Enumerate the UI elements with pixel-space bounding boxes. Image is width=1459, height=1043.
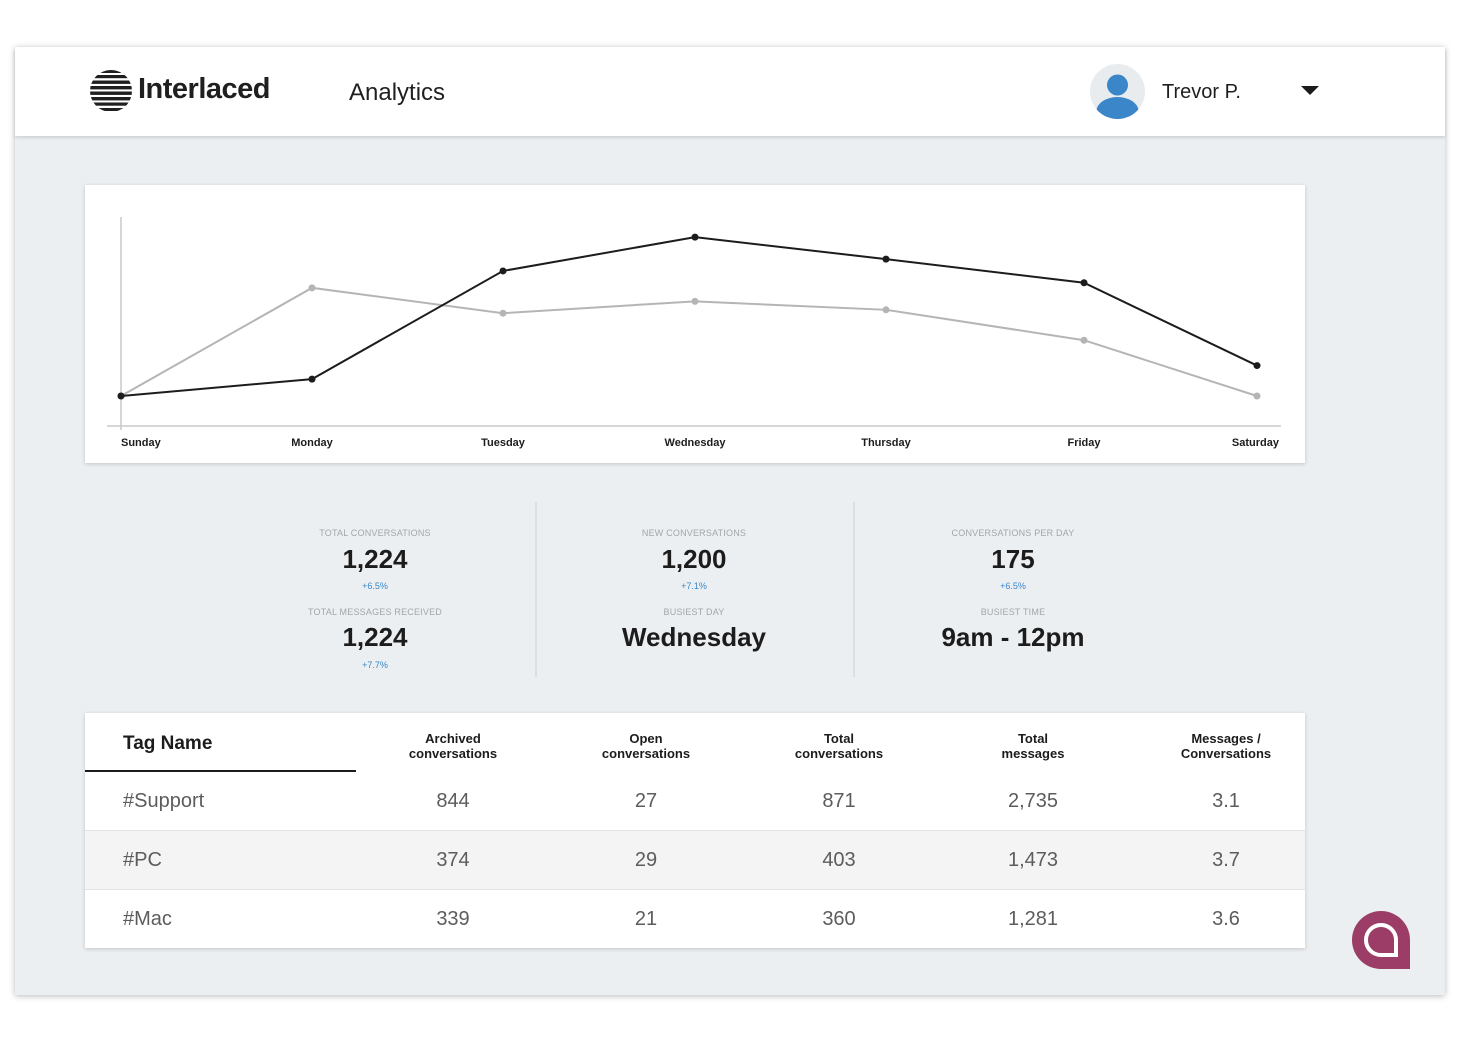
cell-total-conversations: 403 <box>822 849 856 871</box>
series-line-1 <box>120 236 1258 397</box>
cell-tag: #Mac <box>123 908 172 930</box>
user-avatar-icon[interactable] <box>1090 64 1145 119</box>
cell-open: 21 <box>634 908 658 930</box>
column-header-total-conversations[interactable]: Total conversations <box>794 731 884 761</box>
data-point <box>691 297 699 305</box>
stat-delta: +6.5% <box>1000 581 1026 591</box>
row-separator <box>85 830 1305 831</box>
table-header: Tag Name Archived conversations Open con… <box>85 713 1305 772</box>
column-header-messages-per-conversation[interactable]: Messages / Conversations <box>1180 731 1272 761</box>
stats-divider <box>535 502 537 677</box>
column-header-total-messages[interactable]: Total messages <box>1001 731 1065 761</box>
data-point <box>1253 362 1261 370</box>
stat-value: Wednesday <box>621 622 766 652</box>
cell-total-conversations: 871 <box>822 790 856 812</box>
stats-column-new: NEW CONVERSATIONS 1,200 +7.1% BUSIEST DA… <box>534 502 854 677</box>
cell-archived: 844 <box>436 790 470 812</box>
data-point <box>691 233 699 241</box>
data-point <box>308 284 316 292</box>
stats-column-per-day: CONVERSATIONS PER DAY 175 +6.5% BUSIEST … <box>853 502 1173 677</box>
app-window: Interlaced Analytics Trevor P. Sunday Mon… <box>15 47 1445 995</box>
stat-delta: +7.7% <box>362 660 388 670</box>
user-name[interactable]: Trevor P. <box>1162 81 1241 103</box>
cell-tag: #Support <box>123 790 205 812</box>
row-separator <box>85 889 1305 890</box>
stat-label: BUSIEST TIME <box>980 607 1046 617</box>
x-tick-label: Wednesday <box>665 437 727 449</box>
column-header-tag-name[interactable]: Tag Name <box>123 733 213 754</box>
page-title: Analytics <box>349 79 446 106</box>
stat-label: CONVERSATIONS PER DAY <box>951 528 1075 538</box>
column-header-archived[interactable]: Archived conversations <box>408 731 498 761</box>
cell-total-messages: 2,735 <box>1007 790 1059 812</box>
line-chart: Sunday Monday Tuesday Wednesday Thursday Frid… <box>107 217 1281 449</box>
stat-value: 9am - 12pm <box>941 622 1085 652</box>
stat-value: 1,224 <box>342 622 408 652</box>
data-point <box>882 306 890 314</box>
x-tick-label: Tuesday <box>481 437 526 449</box>
striped-globe-logo <box>90 70 132 111</box>
stat-label: TOTAL MESSAGES RECEIVED <box>308 607 442 617</box>
cell-archived: 374 <box>436 849 470 871</box>
stat-delta: +7.1% <box>681 581 707 591</box>
x-tick-label: Monday <box>291 437 333 449</box>
cell-open: 29 <box>634 849 658 871</box>
cell-open: 27 <box>634 790 658 812</box>
weekly-conversations-chart: Sunday Monday Tuesday Wednesday Thursday Frid… <box>85 185 1305 463</box>
stats-panel: TOTAL CONVERSATIONS 1,224 +6.5% TOTAL ME… <box>215 502 1215 677</box>
stats-column-totals: TOTAL CONVERSATIONS 1,224 +6.5% TOTAL ME… <box>215 502 535 677</box>
cell-total-messages: 1,281 <box>1007 908 1059 930</box>
data-point <box>1080 279 1088 287</box>
data-point <box>117 392 125 400</box>
cell-ratio: 3.7 <box>1212 849 1240 871</box>
cell-total-messages: 1,473 <box>1007 849 1059 871</box>
cell-archived: 339 <box>436 908 470 930</box>
stats-divider <box>853 502 855 677</box>
active-column-underline <box>85 770 356 772</box>
brand-name: Interlaced <box>138 73 271 105</box>
x-tick-label: Thursday <box>861 437 911 449</box>
stat-value: 175 <box>991 544 1035 574</box>
cell-total-conversations: 360 <box>822 908 856 930</box>
column-header-open[interactable]: Open conversations <box>601 731 691 761</box>
data-point <box>499 267 507 275</box>
x-tick-label: Friday <box>1067 437 1101 449</box>
x-tick-label: Saturday <box>1232 437 1280 449</box>
table-row[interactable]: #Support 844 27 871 2,735 3.1 <box>85 772 1305 831</box>
cell-ratio: 3.6 <box>1212 908 1240 930</box>
stat-label: NEW CONVERSATIONS <box>641 528 747 538</box>
stat-value: 1,200 <box>661 544 727 574</box>
table-row[interactable]: #PC 374 29 403 1,473 3.7 <box>85 831 1305 890</box>
table-row[interactable]: #Mac 339 21 360 1,281 3.6 <box>85 890 1305 948</box>
tags-table: Tag Name Archived conversations Open con… <box>85 713 1305 948</box>
stat-label: TOTAL CONVERSATIONS <box>319 528 431 538</box>
data-point <box>882 255 890 263</box>
stat-value: 1,224 <box>342 544 408 574</box>
data-point <box>1080 336 1088 344</box>
cell-tag: #PC <box>123 849 162 871</box>
data-point <box>1253 392 1261 400</box>
caret-down-icon[interactable] <box>1300 85 1320 97</box>
x-tick-label: Sunday <box>121 437 162 449</box>
cell-ratio: 3.1 <box>1212 790 1240 812</box>
chat-bubble-icon[interactable] <box>1351 910 1411 970</box>
top-bar: Interlaced Analytics Trevor P. <box>15 47 1445 136</box>
data-point <box>308 375 316 383</box>
stat-label: BUSIEST DAY <box>663 607 725 617</box>
data-point <box>499 309 507 317</box>
stat-delta: +6.5% <box>362 581 388 591</box>
